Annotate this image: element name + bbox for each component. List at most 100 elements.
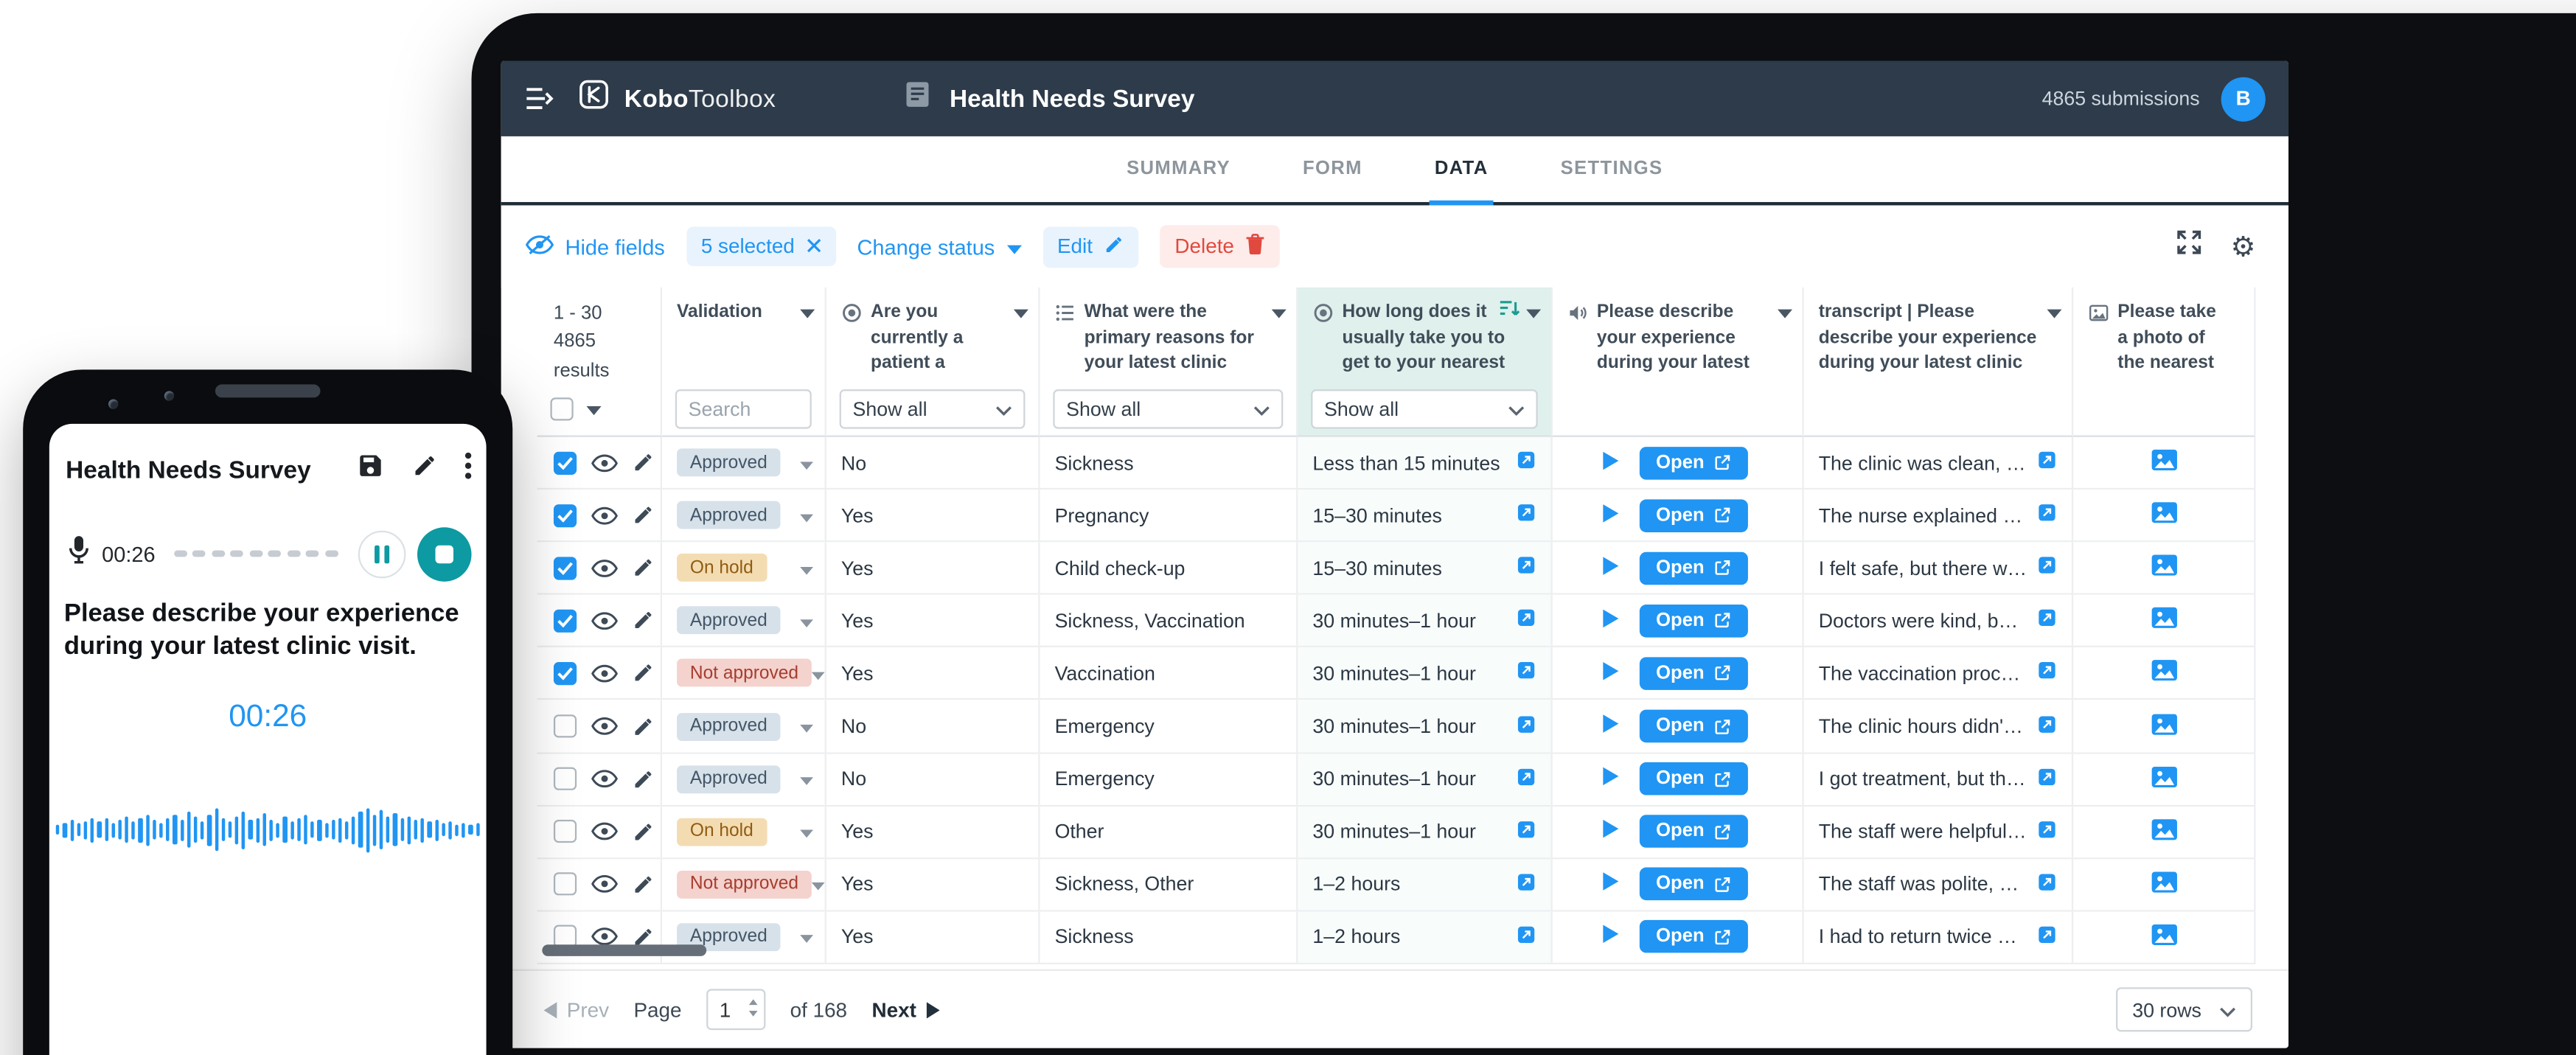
status-caret-icon[interactable]: [800, 451, 814, 474]
open-in-modal-icon[interactable]: [1517, 556, 1536, 580]
open-in-modal-icon[interactable]: [1517, 925, 1536, 949]
open-in-modal-icon[interactable]: [2037, 819, 2057, 843]
view-submission-icon[interactable]: [591, 611, 618, 631]
open-in-modal-icon[interactable]: [2037, 503, 2057, 527]
status-caret-icon[interactable]: [800, 609, 814, 632]
row-checkbox[interactable]: [553, 609, 577, 633]
row-checkbox[interactable]: [553, 820, 577, 843]
edit-submission-icon[interactable]: [633, 821, 654, 842]
open-in-modal-icon[interactable]: [2037, 450, 2057, 475]
validation-status-badge[interactable]: Not approved: [677, 870, 812, 899]
open-in-modal-icon[interactable]: [2037, 767, 2057, 791]
table-row[interactable]: Approved Yes Sickness, Vaccination 30 mi…: [537, 595, 2256, 648]
clear-selection-icon[interactable]: [806, 235, 821, 258]
column-menu-caret-icon[interactable]: [1271, 302, 1287, 328]
column-menu-caret-icon[interactable]: [1013, 302, 1028, 328]
view-submission-icon[interactable]: [591, 717, 618, 737]
open-in-modal-icon[interactable]: [1517, 450, 1536, 475]
prev-button[interactable]: Prev: [543, 998, 609, 1021]
column-header-photo[interactable]: Please take a photo of the nearest healt…: [2073, 287, 2256, 381]
tab-settings[interactable]: SETTINGS: [1560, 159, 1663, 179]
row-checkbox[interactable]: [553, 767, 577, 791]
filter-show-all-select[interactable]: Show all: [839, 388, 1026, 428]
sort-descending-icon[interactable]: [1498, 299, 1521, 328]
open-in-modal-icon[interactable]: [2037, 925, 2057, 949]
selected-count-chip[interactable]: 5 selected: [686, 226, 836, 266]
validation-status-badge[interactable]: Approved: [677, 606, 781, 635]
play-audio-icon[interactable]: [1602, 555, 1621, 582]
open-in-modal-icon[interactable]: [1517, 767, 1536, 791]
play-audio-icon[interactable]: [1602, 607, 1621, 634]
open-in-modal-icon[interactable]: [1517, 608, 1536, 633]
open-submission-button[interactable]: Open: [1639, 657, 1749, 690]
play-audio-icon[interactable]: [1602, 450, 1621, 476]
table-row[interactable]: On hold Yes Other 30 minutes–1 hour Open…: [537, 806, 2256, 859]
view-submission-icon[interactable]: [591, 558, 618, 578]
column-header-transcript[interactable]: transcript | Please describe your experi…: [1804, 287, 2074, 381]
photo-attachment-icon[interactable]: [2150, 607, 2178, 635]
open-submission-button[interactable]: Open: [1639, 762, 1749, 795]
filter-show-all-select[interactable]: Show all: [1053, 388, 1284, 428]
edit-submission-icon[interactable]: [633, 452, 654, 473]
status-caret-icon[interactable]: [800, 925, 814, 948]
open-in-modal-icon[interactable]: [1517, 714, 1536, 738]
page-number-field[interactable]: [719, 997, 745, 1021]
validation-status-badge[interactable]: Approved: [677, 765, 781, 793]
row-checkbox[interactable]: [553, 661, 577, 686]
edit-submission-icon[interactable]: [633, 715, 654, 737]
page-stepper-icon[interactable]: [748, 996, 759, 1023]
table-row[interactable]: Approved Yes Pregnancy 15–30 minutes Ope…: [537, 490, 2256, 543]
row-checkbox[interactable]: [553, 714, 577, 738]
photo-attachment-icon[interactable]: [2150, 765, 2178, 793]
photo-attachment-icon[interactable]: [2150, 712, 2178, 740]
table-row[interactable]: Not approved Yes Sickness, Other 1–2 hou…: [537, 858, 2256, 912]
row-checkbox[interactable]: [553, 872, 577, 896]
column-header-validation[interactable]: Validation: [662, 287, 826, 381]
tab-summary[interactable]: SUMMARY: [1127, 159, 1230, 179]
play-audio-icon[interactable]: [1602, 661, 1621, 687]
column-menu-caret-icon[interactable]: [800, 302, 815, 328]
table-row[interactable]: Not approved Yes Vaccination 30 minutes–…: [537, 647, 2256, 701]
open-in-modal-icon[interactable]: [1517, 819, 1536, 843]
menu-toggle-icon[interactable]: [524, 86, 555, 112]
pause-button[interactable]: [358, 529, 406, 578]
hide-fields-button[interactable]: Hide fields: [525, 232, 665, 260]
view-submission-icon[interactable]: [591, 822, 618, 842]
column-header-patient[interactable]: Are you currently a patient a hospital o…: [826, 287, 1040, 381]
row-checkbox[interactable]: [553, 450, 577, 474]
play-audio-icon[interactable]: [1602, 502, 1621, 529]
photo-attachment-icon[interactable]: [2150, 554, 2178, 582]
open-submission-button[interactable]: Open: [1639, 446, 1749, 479]
edit-submission-icon[interactable]: [633, 768, 654, 790]
next-button[interactable]: Next: [871, 998, 940, 1021]
select-all-checkbox[interactable]: [550, 397, 574, 420]
column-menu-caret-icon[interactable]: [1526, 302, 1542, 328]
column-header-duration[interactable]: How long does it usually take you to get…: [1298, 287, 1553, 381]
open-submission-button[interactable]: Open: [1639, 920, 1749, 954]
edit-submission-icon[interactable]: [633, 557, 654, 579]
open-in-modal-icon[interactable]: [2037, 661, 2057, 686]
open-in-modal-icon[interactable]: [1517, 661, 1536, 686]
photo-attachment-icon[interactable]: [2150, 501, 2178, 529]
open-in-modal-icon[interactable]: [2037, 556, 2057, 580]
edit-submission-icon[interactable]: [633, 610, 654, 631]
bulk-select-caret-icon[interactable]: [586, 394, 602, 423]
table-row[interactable]: Approved Yes Sickness 1–2 hours Open I h…: [537, 911, 2256, 964]
view-submission-icon[interactable]: [591, 874, 618, 894]
open-submission-button[interactable]: Open: [1639, 604, 1749, 638]
horizontal-scrollbar-thumb[interactable]: [542, 944, 707, 956]
edit-button[interactable]: Edit: [1042, 226, 1139, 268]
view-submission-icon[interactable]: [591, 769, 618, 789]
edit-submission-icon[interactable]: [633, 927, 654, 948]
validation-status-badge[interactable]: On hold: [677, 818, 767, 846]
validation-status-badge[interactable]: Not approved: [677, 659, 812, 688]
validation-search-input[interactable]: [675, 388, 812, 428]
row-checkbox[interactable]: [553, 504, 577, 527]
tab-data[interactable]: DATA: [1430, 136, 1493, 206]
column-header-audio[interactable]: Please describe your experience during y…: [1553, 287, 1804, 381]
status-caret-icon[interactable]: [811, 873, 825, 896]
photo-attachment-icon[interactable]: [2150, 818, 2178, 846]
view-submission-icon[interactable]: [591, 664, 618, 683]
rows-per-page-select[interactable]: 30 rows: [2115, 987, 2252, 1032]
validation-status-badge[interactable]: Approved: [677, 712, 781, 740]
